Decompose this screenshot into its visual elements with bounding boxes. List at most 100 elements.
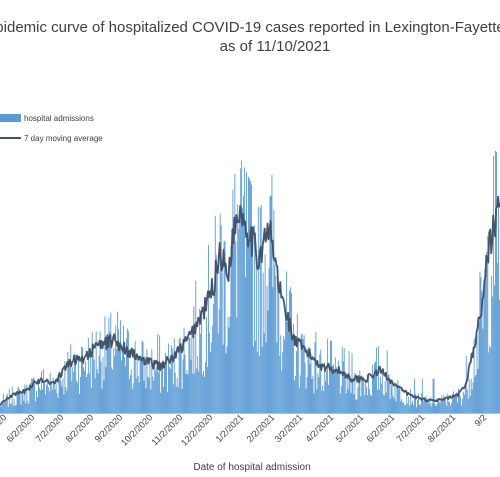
bar xyxy=(357,387,359,413)
bar xyxy=(367,395,369,413)
bar xyxy=(238,228,240,413)
bar xyxy=(37,396,39,413)
bar xyxy=(467,398,469,413)
bar xyxy=(267,310,269,413)
bar xyxy=(149,357,151,413)
bar xyxy=(284,339,286,413)
bar xyxy=(358,375,360,413)
bar xyxy=(155,370,157,413)
bar xyxy=(92,343,94,413)
bar xyxy=(224,241,226,413)
bar xyxy=(139,357,141,413)
bar xyxy=(230,246,232,413)
bar xyxy=(399,389,401,413)
bar xyxy=(190,359,192,413)
bar xyxy=(313,393,315,413)
bar xyxy=(34,379,36,413)
bar xyxy=(348,351,350,413)
bar xyxy=(458,388,459,413)
bar xyxy=(383,395,385,413)
bar xyxy=(283,335,285,413)
bar xyxy=(319,354,321,413)
bar xyxy=(314,342,316,413)
bar xyxy=(10,403,12,413)
bar xyxy=(457,402,458,413)
bar xyxy=(309,364,311,413)
bar xyxy=(272,287,274,413)
bar xyxy=(253,224,255,413)
bar xyxy=(330,340,331,413)
bar xyxy=(368,375,370,413)
bar xyxy=(236,317,238,413)
bar xyxy=(404,405,406,413)
bar xyxy=(83,370,85,413)
bar xyxy=(427,398,429,413)
bar xyxy=(96,369,98,413)
bar xyxy=(382,394,384,413)
bar xyxy=(273,209,275,413)
bar xyxy=(52,378,54,413)
bar xyxy=(466,389,468,413)
bar xyxy=(85,376,87,413)
bar xyxy=(270,195,272,413)
chart-title-line2: as of 11/10/2021 xyxy=(220,38,331,55)
bar xyxy=(328,384,330,413)
bar xyxy=(143,380,145,413)
bar xyxy=(106,343,108,413)
bar xyxy=(275,275,277,413)
bar xyxy=(108,317,110,413)
bar xyxy=(408,396,410,413)
bar xyxy=(400,401,402,413)
bar xyxy=(288,319,289,413)
bar xyxy=(228,327,230,413)
bar xyxy=(322,385,324,413)
bar xyxy=(235,241,237,413)
bar xyxy=(132,383,134,413)
bar xyxy=(397,379,399,413)
bar xyxy=(225,353,227,413)
bar xyxy=(332,365,333,413)
bar xyxy=(350,393,352,413)
bar xyxy=(42,368,44,413)
bar xyxy=(325,380,327,413)
bar xyxy=(90,387,92,413)
bar xyxy=(58,377,60,413)
bar xyxy=(391,385,393,413)
bar xyxy=(93,359,95,413)
bar xyxy=(459,396,461,413)
bar xyxy=(220,225,222,413)
legend: hospital admissions 7 day moving average xyxy=(0,114,103,143)
bar xyxy=(333,364,334,413)
bar xyxy=(482,328,484,413)
bar xyxy=(261,346,263,413)
bar xyxy=(252,346,254,413)
bar xyxy=(163,387,164,413)
bar xyxy=(20,404,22,413)
bar xyxy=(15,404,17,413)
bar xyxy=(192,373,194,413)
bar xyxy=(135,378,137,413)
bar xyxy=(210,342,212,413)
bar xyxy=(152,376,154,413)
bar xyxy=(9,403,11,413)
bar xyxy=(125,338,127,413)
bar xyxy=(191,328,193,413)
bar xyxy=(398,386,400,413)
bar xyxy=(162,361,164,413)
bar xyxy=(215,254,217,413)
bar xyxy=(458,394,460,413)
bar xyxy=(221,272,223,413)
bar xyxy=(310,354,312,413)
bar xyxy=(229,316,231,413)
bar xyxy=(194,373,196,413)
bar xyxy=(430,406,432,413)
bar xyxy=(120,320,122,413)
x-tick-label: 6/2/2021 xyxy=(365,412,397,444)
bar xyxy=(251,247,253,413)
bar xyxy=(134,341,136,413)
bar xyxy=(420,393,422,413)
bar xyxy=(0,406,2,413)
bar xyxy=(307,347,309,413)
bar xyxy=(65,387,67,413)
bar xyxy=(98,355,100,413)
